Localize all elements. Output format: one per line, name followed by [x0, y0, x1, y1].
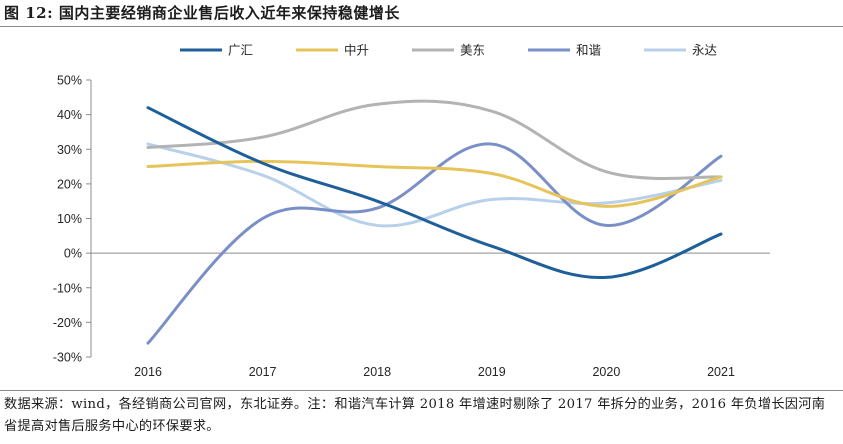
- series-line-4: [146, 142, 723, 345]
- legend-label: 美东: [460, 44, 485, 58]
- y-tick-label: 50%: [57, 74, 82, 88]
- series-layer: [146, 99, 723, 345]
- legend-label: 广汇: [228, 44, 253, 58]
- y-tick-label: 30%: [57, 143, 82, 157]
- x-tick-label: 2019: [478, 365, 506, 379]
- series-line-3: [146, 99, 723, 180]
- x-axis: 2016 2017 2018 2019 2020 2021: [91, 252, 770, 379]
- figure-title: 图 12: 国内主要经销商企业售后收入近年来保持稳健增长: [4, 4, 400, 22]
- y-tick-label: 0%: [64, 247, 82, 261]
- y-axis: -30% -20% -10% 0% 10% 20% 30% 40% 50%: [53, 74, 92, 365]
- title-divider: [0, 26, 843, 27]
- x-tick-label: 2018: [363, 365, 391, 379]
- source-note: 数据来源：wind，各经销商公司官网，东北证券。注：和谐汽车计算 2018 年增…: [4, 397, 826, 434]
- line-chart: 广汇 中升 美东 和谐 永达 -30% -20% -10% 0% 10% 20% 30% 40% 50%…: [53, 43, 770, 379]
- x-tick-label: 2020: [592, 365, 620, 379]
- y-tick-label: -10%: [53, 281, 82, 295]
- series-line-5: [146, 142, 723, 228]
- y-tick-label: 20%: [57, 177, 82, 191]
- x-tick-label: 2021: [707, 365, 735, 379]
- y-tick-label: -30%: [53, 351, 82, 365]
- series-line-1: [146, 106, 723, 279]
- source-divider: [0, 390, 843, 391]
- chart-legend: 广汇 中升 美东 和谐 永达: [180, 43, 718, 58]
- y-tick-label: 40%: [57, 108, 82, 122]
- legend-label: 永达: [692, 44, 718, 58]
- legend-label: 和谐: [576, 44, 601, 58]
- y-tick-label: -20%: [53, 316, 82, 330]
- x-tick-label: 2017: [249, 365, 277, 379]
- x-tick-label: 2016: [134, 365, 162, 379]
- series-line-2: [146, 159, 723, 208]
- legend-label: 中升: [344, 43, 369, 58]
- y-tick-label: 10%: [57, 212, 82, 226]
